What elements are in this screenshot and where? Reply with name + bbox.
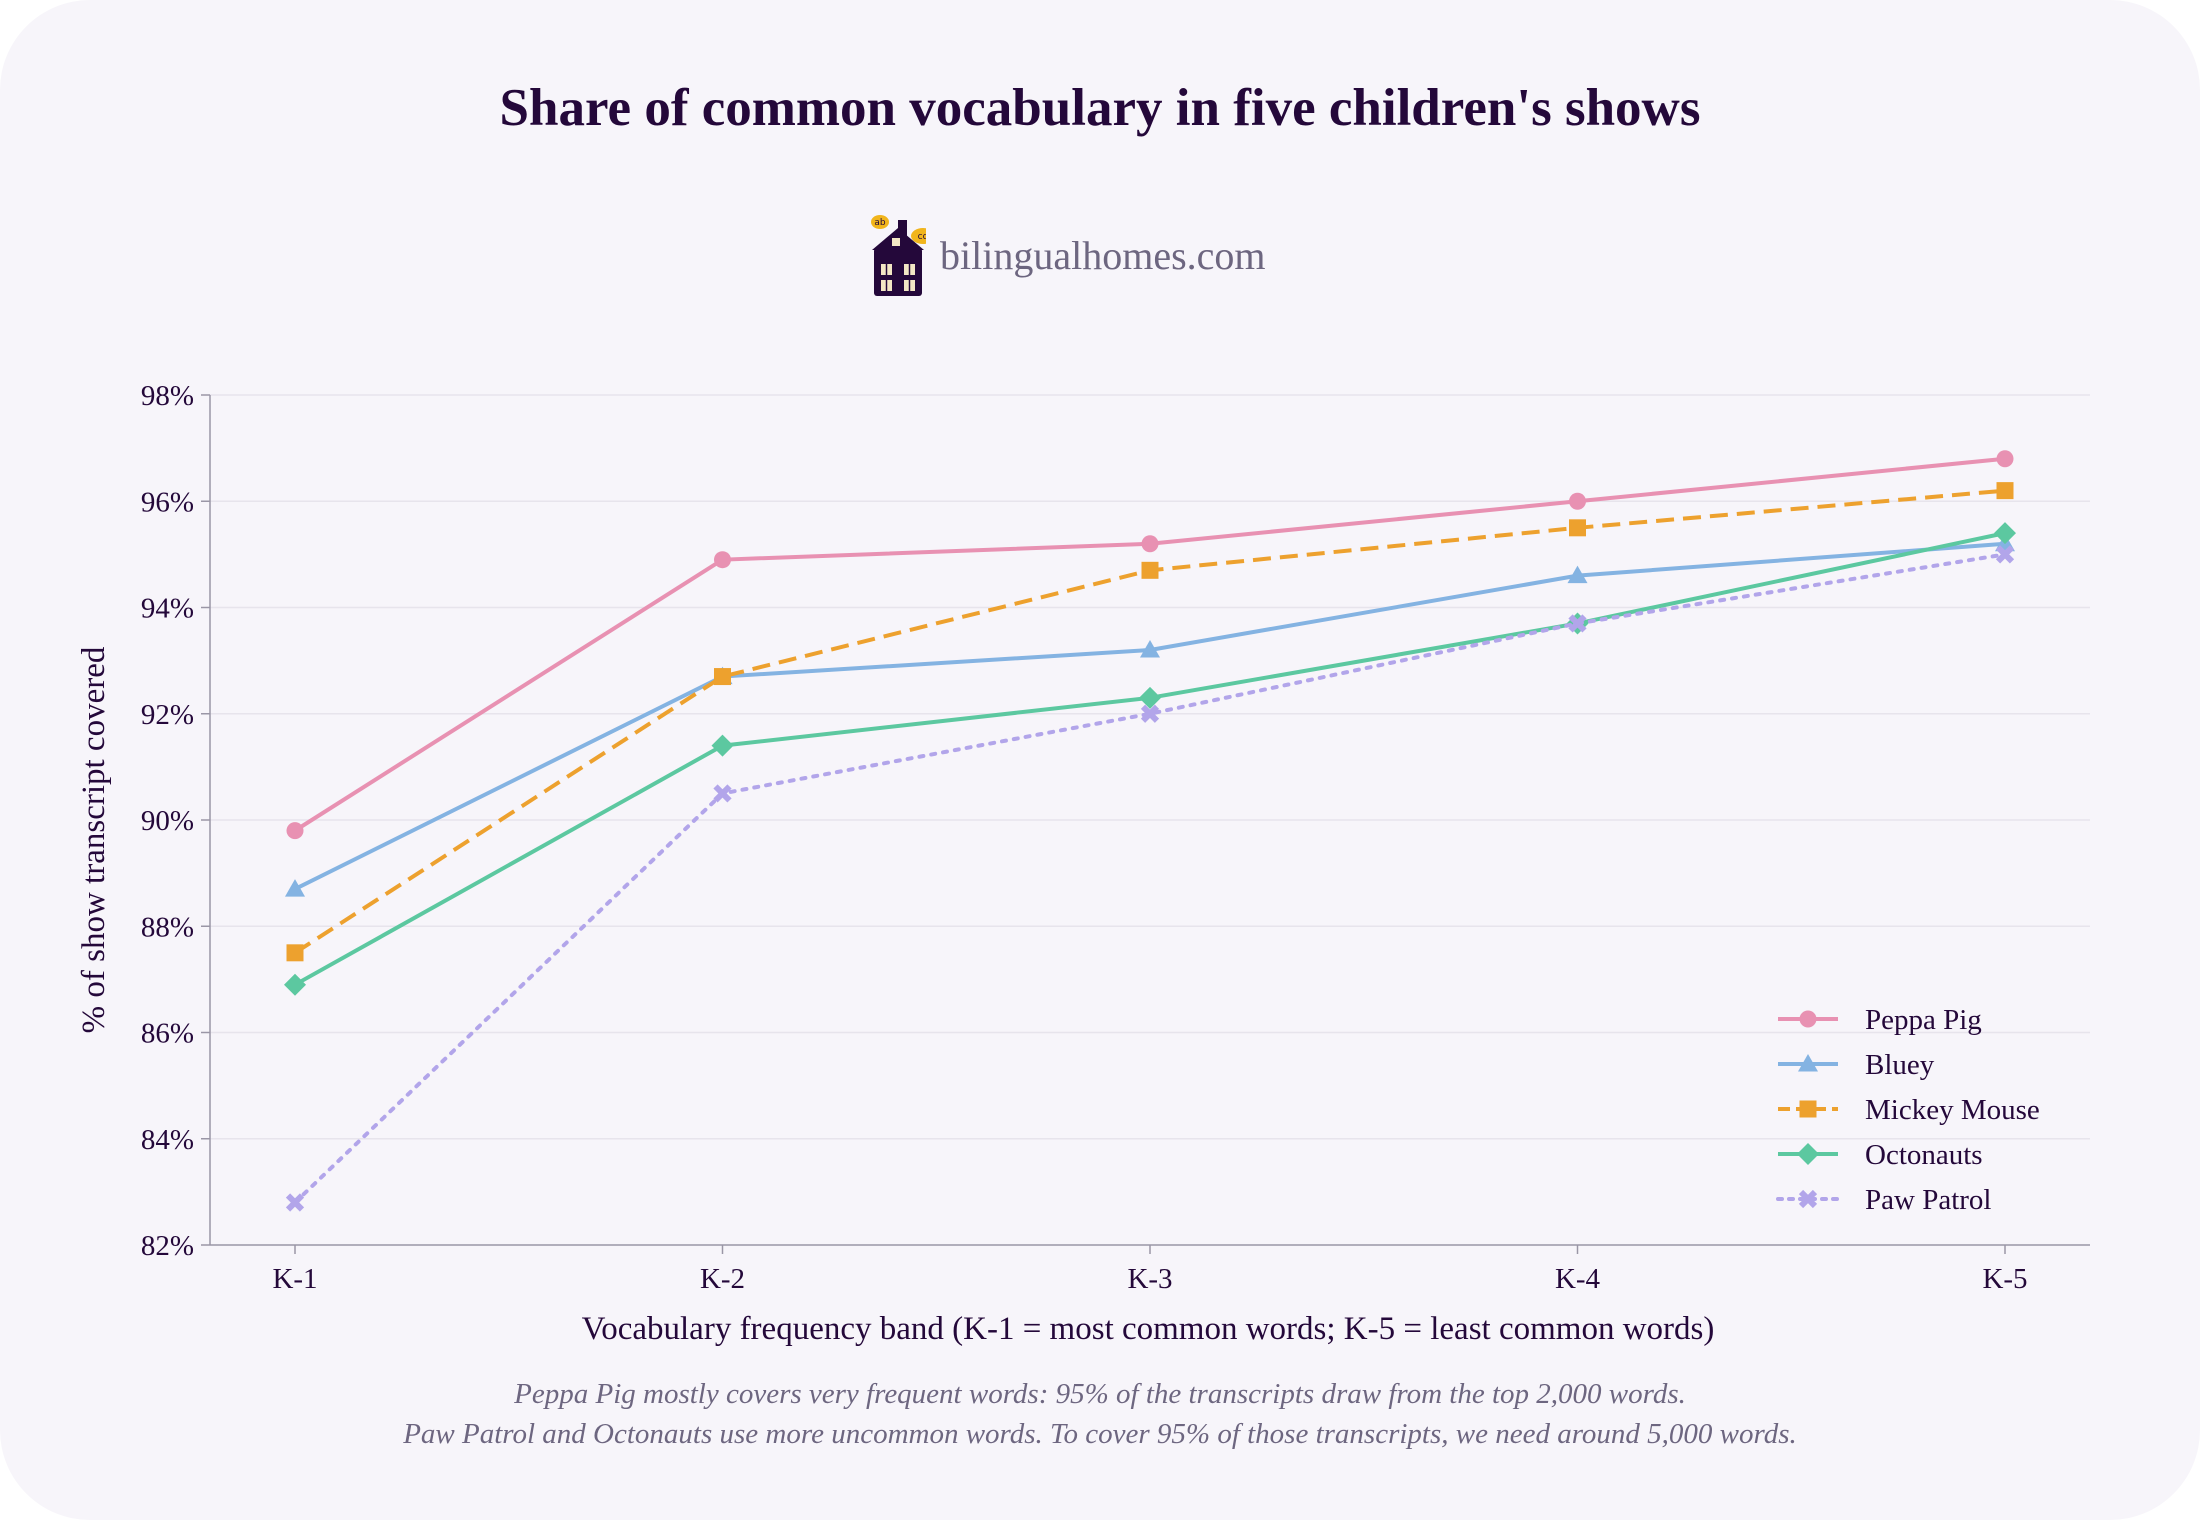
brand: ab cd bilingualhomes.com: [870, 212, 1266, 298]
y-tick-label: 92%: [141, 699, 194, 731]
y-tick-label: 86%: [141, 1018, 194, 1050]
data-point: [1141, 535, 1159, 553]
data-point: [1140, 640, 1160, 658]
data-point: [1569, 492, 1586, 510]
series-octonauts: [284, 522, 2016, 996]
x-axis-title: Vocabulary frequency band (K-1 = most co…: [582, 1311, 1715, 1347]
series-mickey-mouse: [286, 482, 2014, 962]
data-point: [286, 944, 304, 962]
data-point: [714, 668, 731, 686]
legend-marker: [1799, 1010, 1817, 1028]
legend-label: Peppa Pig: [1865, 1004, 1982, 1036]
legend-label: Bluey: [1865, 1049, 1935, 1081]
y-tick-label: 82%: [141, 1230, 194, 1262]
legend-item: Peppa Pig: [1778, 1004, 1982, 1036]
legend-marker: [1798, 1054, 1818, 1072]
series-line: [293, 488, 2006, 955]
footnote-line-2: Paw Patrol and Octonauts use more uncomm…: [403, 1418, 1797, 1450]
legend-item: Bluey: [1778, 1049, 1935, 1081]
y-tick-label: 88%: [141, 911, 194, 943]
data-point: [285, 1193, 305, 1212]
x-tick-label: K-3: [1127, 1263, 1172, 1295]
data-point: [713, 784, 732, 803]
legend-marker: [1799, 1100, 1817, 1118]
y-tick-label: 94%: [141, 593, 194, 625]
legend-marker: [1797, 1143, 1819, 1165]
legend-marker: [1798, 1189, 1818, 1209]
data-point: [1140, 704, 1160, 723]
data-point: [285, 879, 305, 897]
axes: 82% 84% 86% 88% 90% 92% 94% 96% 98% K-1 K-2 K-3 K-4 K…: [141, 380, 2090, 1295]
gridlines: [210, 394, 2090, 1140]
series-peppa-pig: [286, 450, 2014, 840]
x-tick-label: K-5: [1982, 1263, 2027, 1295]
data-point: [1995, 545, 2015, 564]
legend-label: Mickey Mouse: [1865, 1094, 2040, 1126]
data-point: [711, 734, 734, 757]
series-group: [284, 450, 2016, 1212]
house-icon: ab cd: [871, 215, 926, 296]
y-tick-label: 98%: [141, 380, 194, 412]
data-point: [1996, 450, 2014, 468]
data-point: [284, 973, 306, 996]
legend-label: Octonauts: [1865, 1139, 1983, 1171]
footnote-line-1: Peppa Pig mostly covers very frequent wo…: [514, 1378, 1686, 1410]
y-tick-label: 84%: [141, 1124, 194, 1156]
data-point: [1996, 482, 2014, 500]
x-tick-label: K-4: [1555, 1263, 1601, 1295]
data-point: [1567, 565, 1588, 584]
data-point: [1139, 686, 1161, 709]
series-line: [293, 552, 2007, 1205]
svg-text:cd: cd: [918, 232, 926, 242]
legend-label: Paw Patrol: [1865, 1184, 1991, 1216]
legend-item: Paw Patrol: [1776, 1184, 1991, 1216]
data-point: [1568, 614, 1587, 633]
x-tick-label: K-1: [272, 1263, 317, 1295]
svg-text:ab: ab: [874, 218, 886, 228]
y-axis-title: % of show transcript covered: [76, 646, 112, 1033]
series-line: [294, 531, 2006, 987]
chart-title: Share of common vocabulary in five child…: [499, 79, 1701, 137]
brand-name: bilingualhomes.com: [940, 232, 1266, 278]
data-point: [1141, 561, 1159, 579]
data-point: [1994, 522, 2016, 545]
series-paw-patrol: [285, 545, 2015, 1212]
x-tick-label: K-2: [700, 1263, 745, 1295]
legend-item: Octonauts: [1778, 1139, 1983, 1171]
data-point: [1569, 519, 1586, 537]
y-tick-label: 90%: [141, 805, 194, 837]
data-point: [714, 551, 731, 569]
y-tick-label: 96%: [141, 486, 194, 518]
legend-item: Mickey Mouse: [1778, 1094, 2040, 1126]
legend: Peppa Pig Bluey Mickey Mouse Octonauts Paw P…: [1776, 1004, 2040, 1216]
data-point: [286, 822, 304, 840]
